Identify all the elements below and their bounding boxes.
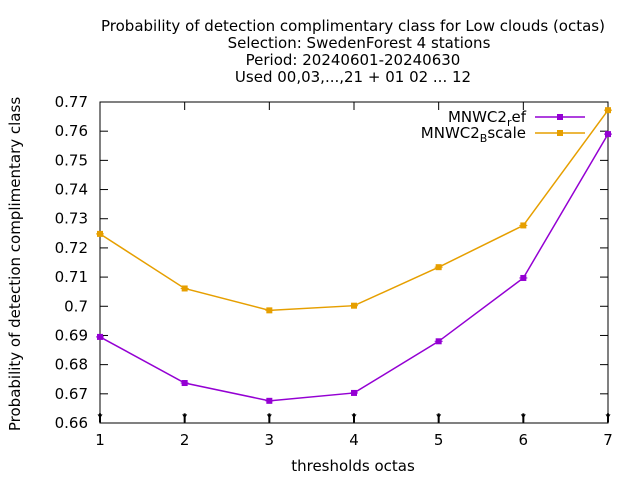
legend-swatch-marker bbox=[557, 114, 563, 120]
y-tick-label: 0.68 bbox=[55, 356, 88, 374]
title-line-4: Used 00,03,...,21 + 01 02 ... 12 bbox=[235, 68, 471, 86]
y-tick-label: 0.71 bbox=[55, 268, 88, 286]
legend-label-tail: scale bbox=[487, 124, 526, 142]
x-tick-label: 6 bbox=[519, 431, 529, 449]
legend-label-main: MNWC2 bbox=[421, 124, 480, 142]
x-tick-label: 4 bbox=[349, 431, 359, 449]
x-tick-label: 7 bbox=[603, 431, 613, 449]
x-error-arrow bbox=[266, 414, 272, 419]
plot-frame bbox=[99, 101, 609, 424]
legend-swatch-marker bbox=[557, 130, 563, 136]
title-line-2: Selection: SwedenForest 4 stations bbox=[228, 34, 491, 52]
y-tick-label: 0.7 bbox=[64, 297, 88, 315]
x-axis-ticks: 1 2 3 4 5 6 7 bbox=[95, 102, 613, 449]
series-1 bbox=[96, 131, 612, 404]
legend-label-subscript: B bbox=[480, 132, 488, 145]
x-error-arrow bbox=[351, 414, 357, 419]
y-tick-label: 0.69 bbox=[55, 326, 88, 344]
legend-label-tail: ef bbox=[511, 108, 526, 126]
legend-label: MNWC2ref bbox=[448, 108, 527, 129]
y-tick-label: 0.75 bbox=[55, 151, 88, 169]
series-line bbox=[99, 109, 609, 312]
y-tick-label: 0.72 bbox=[55, 239, 88, 257]
x-tick-label: 5 bbox=[434, 431, 444, 449]
legend-label: MNWC2Bscale bbox=[421, 124, 526, 145]
x-error-arrow bbox=[436, 414, 442, 419]
series-line bbox=[99, 133, 609, 402]
y-axis-ticks: 0.66 0.67 0.68 0.69 0.7 0.71 0.72 0.73 0.74 0.75 0… bbox=[55, 93, 608, 432]
y-tick-label: 0.74 bbox=[55, 181, 88, 199]
y-tick-label: 0.67 bbox=[55, 385, 88, 403]
y-tick-label: 0.73 bbox=[55, 210, 88, 228]
x-tick-label: 2 bbox=[180, 431, 190, 449]
x-axis-label: thresholds octas bbox=[291, 457, 415, 475]
legend-label-subscript: r bbox=[507, 116, 512, 129]
title-line-1: Probability of detection complimentary c… bbox=[101, 17, 605, 35]
legend-label-main: MNWC2 bbox=[448, 108, 507, 126]
x-error-arrow bbox=[182, 414, 188, 419]
y-axis-label: Probability of detection complimentary c… bbox=[6, 97, 24, 431]
chart-title: Probability of detection complimentary c… bbox=[101, 17, 605, 86]
title-line-3: Period: 20240601-20240630 bbox=[246, 51, 461, 69]
y-tick-label: 0.77 bbox=[55, 93, 88, 111]
y-tick-label: 0.66 bbox=[55, 414, 88, 432]
series-layer bbox=[96, 107, 612, 404]
series-2 bbox=[96, 107, 612, 314]
y-tick-label: 0.76 bbox=[55, 122, 88, 140]
x-tick-label: 3 bbox=[265, 431, 275, 449]
x-error-arrow bbox=[520, 414, 526, 419]
x-tick-label: 1 bbox=[95, 431, 105, 449]
